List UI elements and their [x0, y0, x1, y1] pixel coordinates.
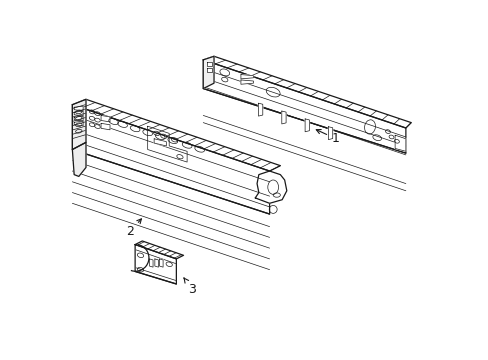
Polygon shape: [281, 111, 285, 124]
Polygon shape: [74, 106, 83, 111]
Polygon shape: [101, 116, 110, 122]
Polygon shape: [305, 119, 309, 132]
Polygon shape: [258, 103, 262, 116]
Text: 1: 1: [316, 130, 339, 145]
Polygon shape: [154, 139, 166, 146]
Text: 2: 2: [125, 219, 141, 238]
Polygon shape: [74, 111, 83, 116]
Polygon shape: [241, 75, 253, 79]
Polygon shape: [241, 80, 253, 84]
Text: 3: 3: [183, 278, 196, 296]
Polygon shape: [147, 126, 187, 162]
Polygon shape: [74, 121, 83, 126]
Polygon shape: [206, 62, 212, 66]
Polygon shape: [149, 259, 153, 267]
Polygon shape: [155, 259, 158, 267]
Polygon shape: [328, 127, 332, 140]
Polygon shape: [72, 99, 86, 149]
Polygon shape: [159, 259, 163, 267]
Polygon shape: [203, 56, 214, 89]
Polygon shape: [394, 135, 405, 151]
Polygon shape: [135, 241, 183, 259]
Polygon shape: [74, 116, 83, 121]
Polygon shape: [72, 142, 86, 176]
Polygon shape: [206, 68, 212, 72]
Polygon shape: [203, 56, 410, 128]
Polygon shape: [72, 99, 280, 171]
Polygon shape: [203, 60, 405, 153]
Polygon shape: [255, 171, 286, 203]
Polygon shape: [72, 105, 269, 214]
Polygon shape: [101, 123, 110, 130]
Polygon shape: [135, 244, 176, 284]
